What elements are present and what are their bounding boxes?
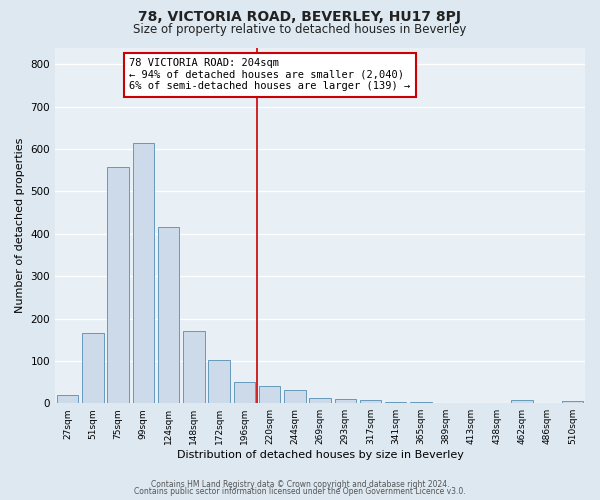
Bar: [410, 402, 431, 403]
Bar: [259, 386, 280, 403]
X-axis label: Distribution of detached houses by size in Beverley: Distribution of detached houses by size …: [176, 450, 463, 460]
Bar: [385, 402, 406, 403]
Bar: [511, 400, 533, 403]
Bar: [208, 360, 230, 403]
Bar: [133, 143, 154, 403]
Bar: [562, 401, 583, 403]
Text: Size of property relative to detached houses in Beverley: Size of property relative to detached ho…: [133, 22, 467, 36]
Bar: [107, 167, 129, 403]
Bar: [360, 400, 381, 403]
Bar: [158, 228, 179, 403]
Bar: [233, 382, 255, 403]
Text: 78, VICTORIA ROAD, BEVERLEY, HU17 8PJ: 78, VICTORIA ROAD, BEVERLEY, HU17 8PJ: [139, 10, 461, 24]
Bar: [309, 398, 331, 403]
Bar: [82, 334, 104, 403]
Bar: [57, 394, 79, 403]
Text: 78 VICTORIA ROAD: 204sqm
← 94% of detached houses are smaller (2,040)
6% of semi: 78 VICTORIA ROAD: 204sqm ← 94% of detach…: [129, 58, 410, 92]
Bar: [284, 390, 305, 403]
Y-axis label: Number of detached properties: Number of detached properties: [15, 138, 25, 313]
Text: Contains HM Land Registry data © Crown copyright and database right 2024.: Contains HM Land Registry data © Crown c…: [151, 480, 449, 489]
Text: Contains public sector information licensed under the Open Government Licence v3: Contains public sector information licen…: [134, 487, 466, 496]
Bar: [183, 331, 205, 403]
Bar: [335, 399, 356, 403]
